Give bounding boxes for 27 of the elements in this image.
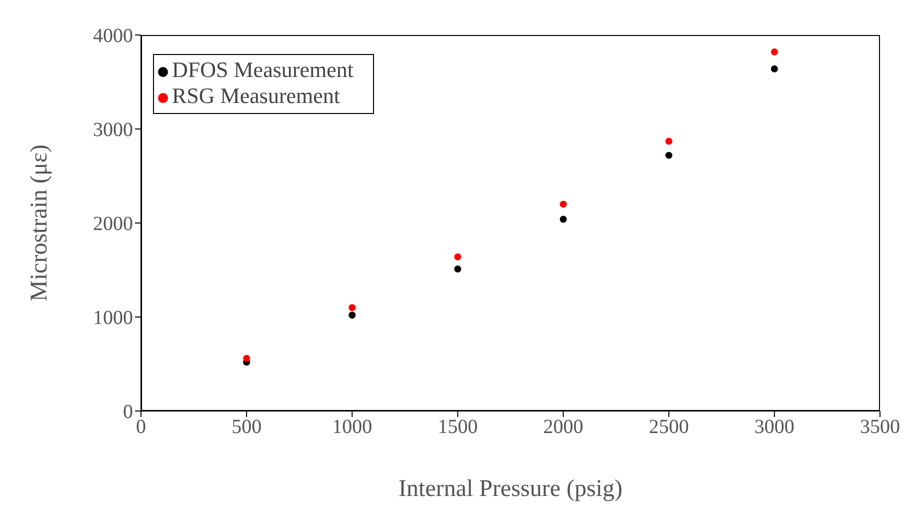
point (454, 253, 462, 260)
point (770, 65, 778, 72)
legend-label: DFOS Measurement (172, 57, 354, 82)
point (454, 266, 462, 273)
y-tick-label: 1000 (93, 307, 133, 330)
point (243, 354, 250, 362)
x-axis-title: Internal Pressure (psig) (398, 476, 622, 502)
y-axis-title: Microstrain (με) (26, 144, 53, 302)
y-tick-label: 2000 (93, 213, 133, 236)
y-tick-label: 4000 (93, 25, 133, 48)
point (560, 200, 567, 208)
point (560, 216, 567, 223)
legend-label: RSG Measurement (172, 83, 340, 108)
y-tick-label: 3000 (93, 119, 133, 142)
x-tick-label: 1500 (438, 416, 478, 438)
x-tick-label: 500 (232, 416, 262, 438)
x-tick-label: 2500 (648, 416, 689, 438)
point (665, 138, 672, 145)
point (770, 48, 778, 56)
x-tick-label: 3000 (754, 416, 794, 438)
y-tick-label: 0 (123, 401, 133, 424)
x-tick-label: 1000 (332, 416, 372, 438)
x-tick-label: 2000 (543, 416, 584, 438)
x-tick-label: 3500 (860, 416, 900, 438)
point (348, 304, 356, 312)
point (665, 152, 672, 159)
point (348, 312, 356, 319)
